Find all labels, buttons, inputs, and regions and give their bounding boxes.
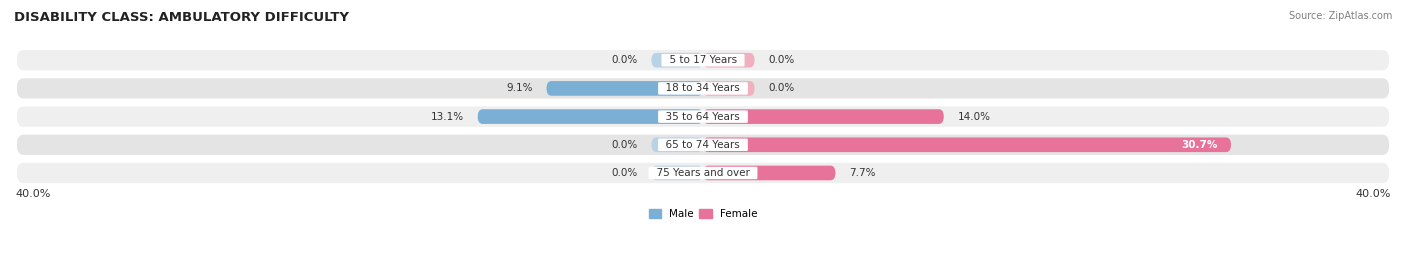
- FancyBboxPatch shape: [478, 109, 703, 124]
- FancyBboxPatch shape: [15, 133, 1391, 156]
- Text: 0.0%: 0.0%: [612, 140, 638, 150]
- Text: 9.1%: 9.1%: [506, 83, 533, 93]
- Text: 35 to 64 Years: 35 to 64 Years: [659, 112, 747, 122]
- FancyBboxPatch shape: [651, 166, 703, 180]
- FancyBboxPatch shape: [15, 77, 1391, 100]
- Legend: Male, Female: Male, Female: [644, 205, 762, 224]
- FancyBboxPatch shape: [703, 81, 755, 96]
- FancyBboxPatch shape: [703, 166, 835, 180]
- Text: 0.0%: 0.0%: [768, 55, 794, 65]
- FancyBboxPatch shape: [651, 137, 703, 152]
- Text: DISABILITY CLASS: AMBULATORY DIFFICULTY: DISABILITY CLASS: AMBULATORY DIFFICULTY: [14, 11, 349, 24]
- Text: 40.0%: 40.0%: [1355, 189, 1391, 199]
- Text: 0.0%: 0.0%: [612, 168, 638, 178]
- FancyBboxPatch shape: [547, 81, 703, 96]
- FancyBboxPatch shape: [15, 49, 1391, 72]
- FancyBboxPatch shape: [15, 105, 1391, 128]
- Text: 40.0%: 40.0%: [15, 189, 51, 199]
- Text: Source: ZipAtlas.com: Source: ZipAtlas.com: [1288, 11, 1392, 21]
- Text: 0.0%: 0.0%: [612, 55, 638, 65]
- FancyBboxPatch shape: [703, 109, 943, 124]
- FancyBboxPatch shape: [703, 137, 1232, 152]
- Text: 0.0%: 0.0%: [768, 83, 794, 93]
- Text: 30.7%: 30.7%: [1181, 140, 1218, 150]
- Text: 14.0%: 14.0%: [957, 112, 991, 122]
- Text: 13.1%: 13.1%: [430, 112, 464, 122]
- Text: 5 to 17 Years: 5 to 17 Years: [662, 55, 744, 65]
- Text: 75 Years and over: 75 Years and over: [650, 168, 756, 178]
- Text: 65 to 74 Years: 65 to 74 Years: [659, 140, 747, 150]
- FancyBboxPatch shape: [15, 161, 1391, 185]
- FancyBboxPatch shape: [651, 53, 703, 68]
- FancyBboxPatch shape: [703, 53, 755, 68]
- Text: 18 to 34 Years: 18 to 34 Years: [659, 83, 747, 93]
- Text: 7.7%: 7.7%: [849, 168, 876, 178]
